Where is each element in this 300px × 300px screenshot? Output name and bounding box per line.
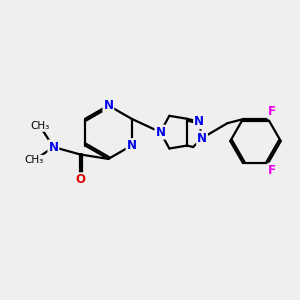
Text: N: N	[127, 139, 136, 152]
Text: N: N	[48, 140, 59, 154]
Text: N: N	[194, 115, 204, 128]
Text: N: N	[155, 126, 165, 139]
Text: N: N	[103, 99, 113, 112]
Text: F: F	[268, 106, 276, 118]
Text: CH₃: CH₃	[30, 121, 50, 131]
Text: O: O	[75, 173, 85, 186]
Text: CH₃: CH₃	[25, 155, 44, 165]
Text: N: N	[197, 132, 207, 145]
Text: F: F	[268, 164, 276, 177]
